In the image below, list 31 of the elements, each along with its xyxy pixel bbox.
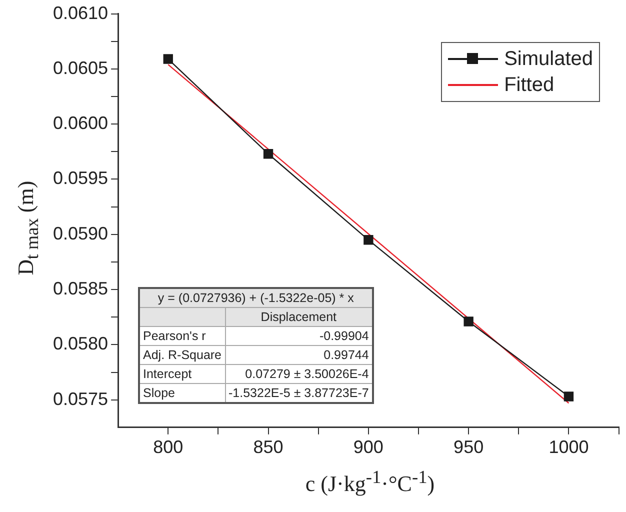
y-tick-label: 0.0605 bbox=[52, 58, 108, 78]
y-tick-label: 0.0610 bbox=[52, 2, 108, 23]
point bbox=[564, 392, 574, 402]
point bbox=[464, 316, 474, 326]
x-tick-label: 800 bbox=[153, 437, 184, 458]
x-tick-label: 900 bbox=[353, 437, 384, 458]
y-tick-label: 0.0595 bbox=[52, 168, 108, 188]
legend-label: Fitted bbox=[504, 74, 554, 96]
annotation: 0.99744 bbox=[225, 346, 373, 364]
x-axis-title: c (J·kg$^{-1}$·°C$^{-1}$) bbox=[305, 466, 435, 498]
annotation: Slope bbox=[139, 384, 226, 403]
annotation: y = (0.0727936) + (-1.5322e-05) * x bbox=[139, 288, 373, 308]
y-tick-label: 0.0575 bbox=[52, 388, 108, 409]
y-tick-label: 0.0600 bbox=[52, 113, 108, 134]
x-tick-label: 1000 bbox=[548, 437, 589, 458]
point bbox=[163, 54, 173, 64]
annotation: Displacement bbox=[225, 308, 373, 326]
annotation: -1.5322E-5 ± 3.87723E-7 bbox=[225, 384, 373, 403]
x-tick-label: 850 bbox=[253, 437, 284, 458]
y-tick-label: 0.0580 bbox=[52, 334, 108, 354]
y-tick-label: 0.0590 bbox=[52, 223, 108, 244]
annotation: Intercept bbox=[139, 364, 226, 384]
y-tick-label: 0.0585 bbox=[52, 278, 108, 298]
annotation: Pearson's r bbox=[139, 326, 226, 346]
annotation: 0.07279 ± 3.50026E-4 bbox=[225, 364, 373, 384]
x-tick-label: 950 bbox=[454, 437, 484, 458]
legend-label: Simulated bbox=[504, 48, 593, 70]
annotation: -0.99904 bbox=[225, 326, 373, 346]
annotation: Adj. R-Square bbox=[139, 346, 226, 364]
point bbox=[263, 149, 274, 159]
point bbox=[364, 235, 374, 245]
